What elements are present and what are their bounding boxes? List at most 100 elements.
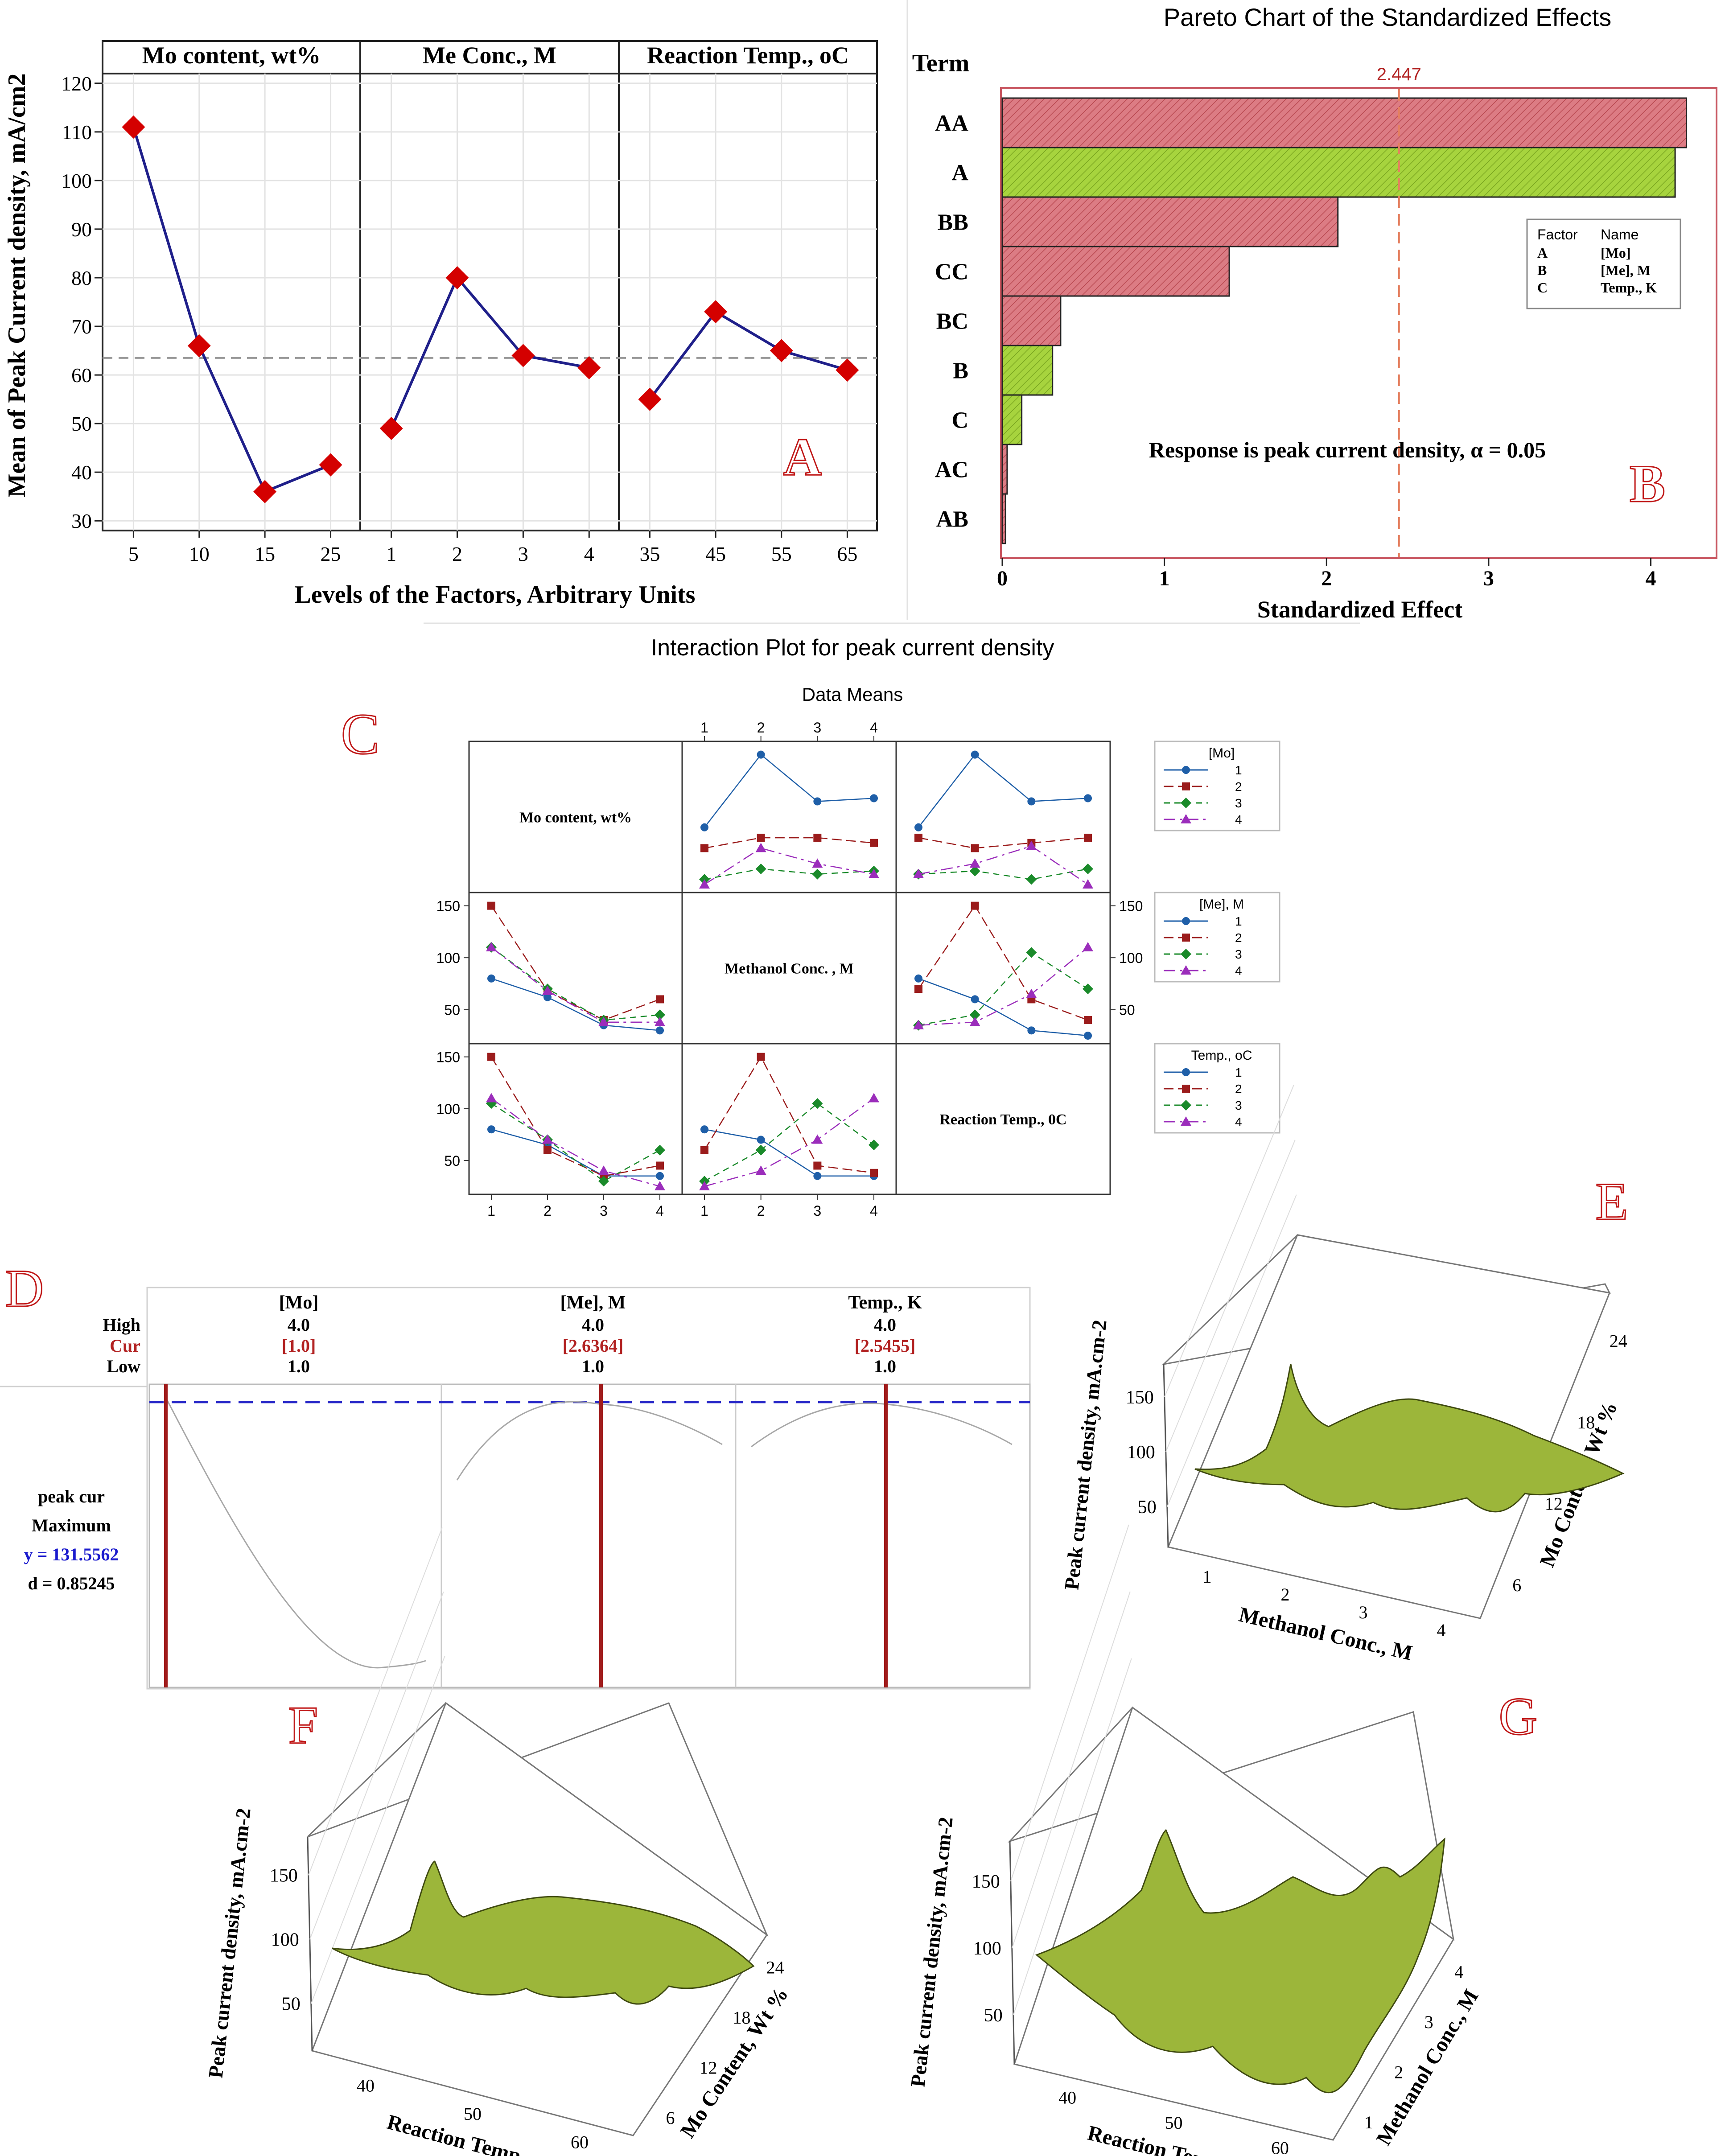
surface-gridline xyxy=(308,1527,443,1876)
panel-c-marker xyxy=(870,839,878,847)
panel-c-series-line xyxy=(918,845,1088,885)
panel-c-marker xyxy=(757,1136,765,1144)
panel-b-reference-label: 2.447 xyxy=(1377,65,1421,84)
panel-d-low-value: 1.0 xyxy=(874,1356,896,1376)
legend-factor-b: B xyxy=(1537,262,1547,278)
panel-d-curve-mo xyxy=(165,1397,426,1669)
legend-header-name: Name xyxy=(1601,226,1639,243)
panel-c-marker xyxy=(700,823,708,831)
panel-c-interaction: Interaction Plot for peak current densit… xyxy=(340,635,1280,1219)
panel-a-group-header: Reaction Temp., oC xyxy=(647,42,849,69)
panel-b-legend: Factor Name A [Mo] B [Me], M C Temp., K xyxy=(1526,218,1681,309)
panel-b-xtick-label: 4 xyxy=(1646,567,1656,590)
panel-c-marker xyxy=(700,1146,708,1154)
panel-f-surface-mesh xyxy=(332,1860,755,2005)
surface-z-axis xyxy=(1009,1841,1015,2065)
panel-b-bar xyxy=(1001,444,1008,495)
panel-c-marker xyxy=(700,1125,708,1134)
panel-c-marker xyxy=(655,1144,665,1156)
surface-y-tick-label: 2 xyxy=(1394,2062,1403,2082)
surface-x-tick-label: 50 xyxy=(1165,2113,1183,2133)
panel-c-legend-marker xyxy=(1182,782,1190,790)
panel-c-xtick-label: 1 xyxy=(487,1203,495,1219)
panel-c-marker xyxy=(914,974,922,983)
panel-a-ytick-label: 100 xyxy=(61,169,92,192)
surface-z-tick-label: 50 xyxy=(984,2005,1003,2026)
surface-z-tick-label: 100 xyxy=(1127,1442,1155,1463)
panel-c-marker xyxy=(486,1093,497,1103)
row-label-cur: Cur xyxy=(110,1336,140,1356)
panel-a-ytick-label: 50 xyxy=(71,412,92,435)
panel-c-marker xyxy=(1084,1032,1092,1040)
panel-a-point xyxy=(770,339,793,362)
surface-x-tick-label: 3 xyxy=(1359,1602,1368,1622)
panel-a-ytick-label: 120 xyxy=(61,72,92,95)
panel-c-legend-marker xyxy=(1182,1068,1190,1076)
panel-b-pareto: Pareto Chart of the Standardized Effects… xyxy=(912,3,1717,623)
panel-c-ytick-label: 50 xyxy=(444,1153,460,1169)
panel-b-term-label: Term xyxy=(912,49,970,77)
surface-z-tick-label: 50 xyxy=(282,1994,301,2014)
surface-x-tick-label: 60 xyxy=(571,2132,589,2152)
panel-c-marker xyxy=(813,1161,822,1170)
panel-c-legend-marker xyxy=(1181,1100,1191,1111)
panel-c-marker xyxy=(757,1053,765,1061)
panel-c-xtick-label: 4 xyxy=(870,1203,878,1219)
panel-c-legend-item: 4 xyxy=(1235,964,1242,978)
panel-c-ytick-label: 150 xyxy=(436,1049,460,1066)
panel-c-marker xyxy=(1026,947,1037,958)
panel-a-xtick-label: 2 xyxy=(452,543,462,565)
panel-c-marker xyxy=(1026,840,1037,850)
panel-c-series-line xyxy=(918,946,1088,1026)
panel-c-ytick-label: 100 xyxy=(436,950,460,966)
legend-name-c: Temp., K xyxy=(1601,280,1657,296)
panel-c-series-line xyxy=(918,905,1088,1021)
panel-c-ytick-label: 100 xyxy=(1119,950,1143,966)
panel-c-marker xyxy=(971,995,979,1004)
panel-d-factor-name: [Mo] xyxy=(279,1292,319,1313)
panel-a-xtick-label: 45 xyxy=(705,543,726,565)
panel-c-legend-marker xyxy=(1181,814,1191,823)
panel-c-marker xyxy=(869,1140,879,1151)
surface-z-tick-label: 50 xyxy=(1138,1497,1157,1518)
panel-c-cell xyxy=(895,892,1111,1045)
panel-a-xtick-label: 5 xyxy=(128,543,139,565)
panel-c-legend-item: 1 xyxy=(1235,1066,1242,1079)
panel-c-series-line xyxy=(704,1103,874,1182)
panel-a-xtick-label: 35 xyxy=(639,543,660,565)
panel-c-series-line xyxy=(704,1129,874,1177)
panel-c-marker xyxy=(487,901,495,910)
panel-c-marker xyxy=(971,844,979,852)
panel-e-surface-mesh xyxy=(1194,1364,1625,1513)
panel-c-legend-item: 2 xyxy=(1235,931,1242,945)
panel-a-ytick-label: 60 xyxy=(71,364,92,387)
panel-c-diagonal-label: Methanol Conc. , M xyxy=(725,961,854,977)
panel-c-xtick-label: 1 xyxy=(700,1203,708,1219)
panel-c-marker xyxy=(1026,988,1037,998)
surface-gridline xyxy=(309,1592,444,1940)
panel-a-xtick-label: 10 xyxy=(189,543,210,565)
panel-c-series-line xyxy=(491,946,660,1023)
panel-c-ytick-label: 50 xyxy=(444,1002,460,1018)
panel-a-x-axis-label: Levels of the Factors, Arbitrary Units xyxy=(295,581,696,609)
panel-c-marker xyxy=(598,1176,609,1187)
panel-c-series-line xyxy=(704,837,874,849)
panel-c-marker xyxy=(542,1134,553,1144)
surface-x-tick-label: 2 xyxy=(1281,1584,1290,1605)
panel-b-bar xyxy=(1001,196,1339,247)
panel-a-point xyxy=(253,480,277,503)
panel-c-xtick-label: 4 xyxy=(656,1203,664,1219)
panel-c-series-line xyxy=(491,978,660,1031)
panel-c-marker xyxy=(914,823,922,831)
panel-c-marker xyxy=(655,1009,665,1020)
panel-c-legend-marker xyxy=(1182,1085,1190,1093)
surface-x-axis-label: Methanol Conc., M xyxy=(1237,1603,1415,1665)
surface-y-tick-label: 1 xyxy=(1364,2112,1373,2132)
panel-c-marker xyxy=(487,1053,495,1061)
panel-c-marker xyxy=(813,797,822,806)
panel-a-point xyxy=(638,387,662,411)
panel-c-marker xyxy=(1084,1016,1092,1025)
panel-c-marker xyxy=(969,865,980,876)
panel-c-cell xyxy=(895,741,1111,893)
panel-a-ytick-label: 110 xyxy=(62,121,92,144)
